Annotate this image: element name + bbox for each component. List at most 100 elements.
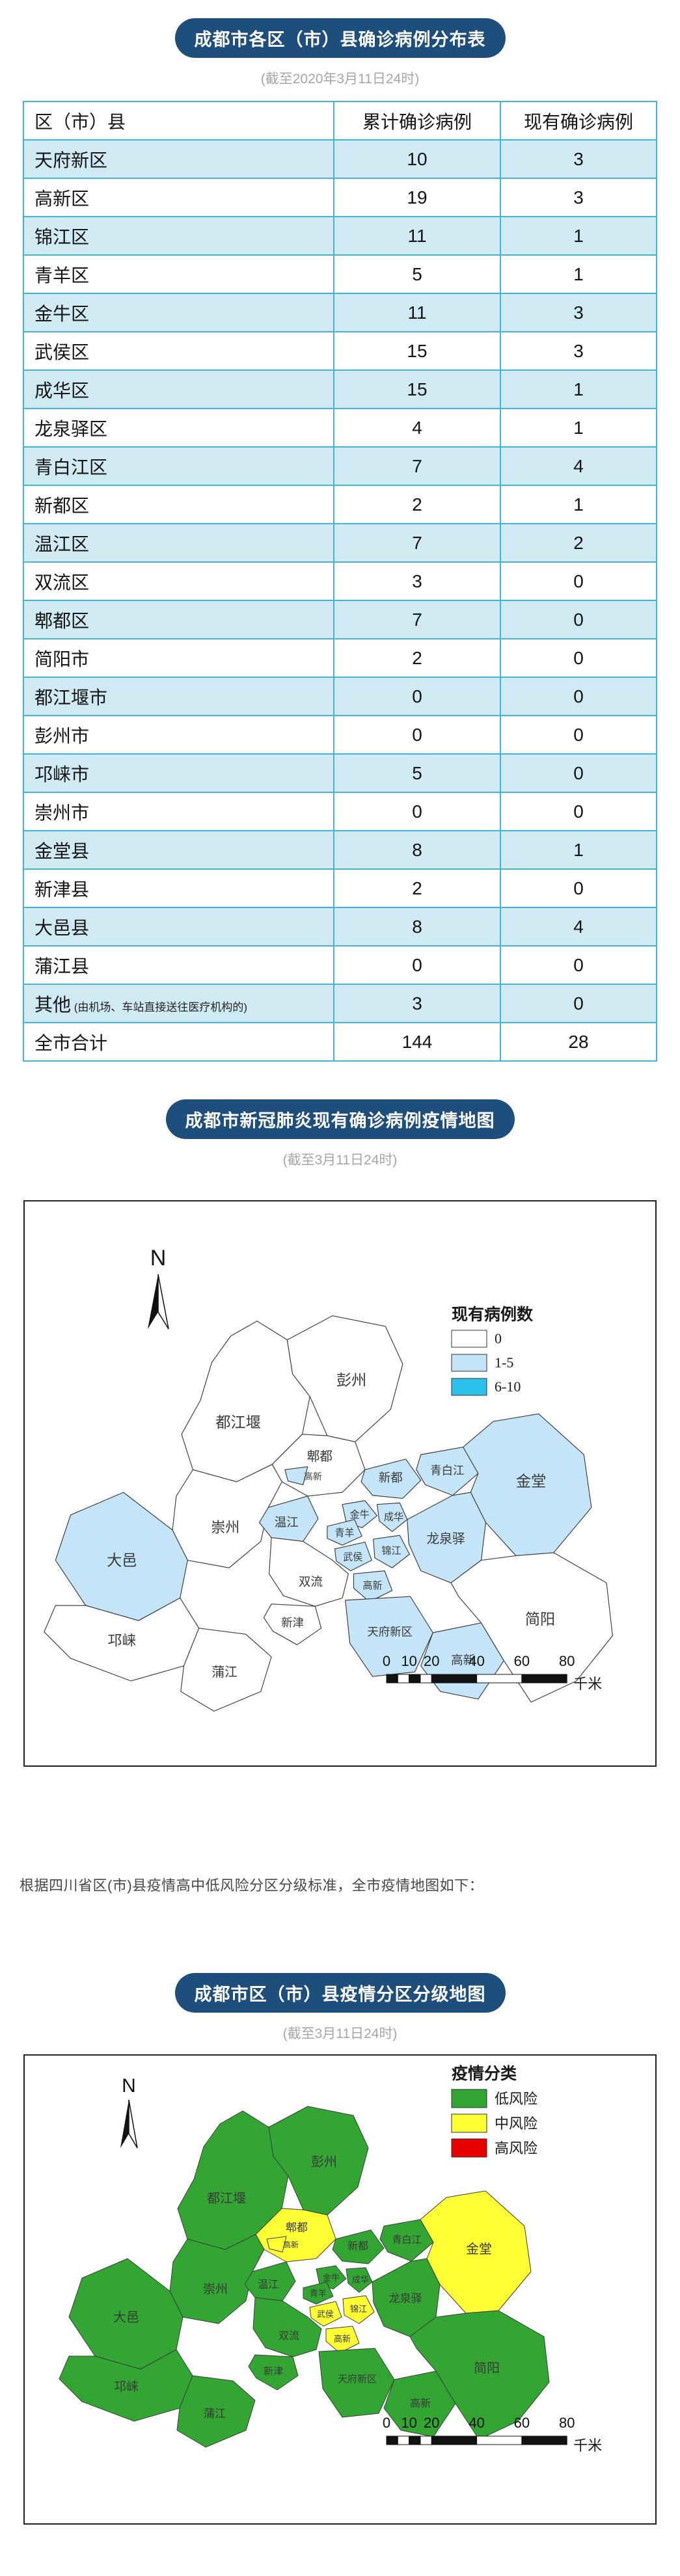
table-row: 蒲江县 0 0 (23, 945, 657, 985)
scale-segment (431, 2435, 478, 2445)
cumulative-cases-cell: 7 (333, 446, 501, 486)
scale-tick: 80 (559, 2415, 575, 2431)
district-tf (345, 1596, 433, 1677)
legend-label-c1: 1-5 (495, 1354, 513, 1371)
district-jy (409, 2310, 550, 2440)
district-label-gxd: 高新 (410, 2398, 431, 2409)
scale-segment (420, 2435, 432, 2445)
header-cumulative: 累计确诊病例 (333, 101, 501, 141)
district-name-cell: 天府新区 (23, 139, 334, 179)
district-label-pj: 蒲江 (204, 2408, 226, 2420)
district-label-wh: 武侯 (317, 2309, 334, 2319)
table-row: 其他 (由机场、车站直接送往医疗机构的) 3 0 (23, 984, 657, 1023)
cumulative-cases-cell: 4 (333, 408, 501, 448)
current-cases-cell: 1 (500, 216, 657, 256)
table-row: 温江区 7 2 (23, 523, 657, 563)
legend-label-low: 低风险 (495, 2091, 537, 2107)
current-cases-cell: 3 (500, 293, 657, 332)
case-table-body: 天府新区 10 3 高新区 19 3 锦江区 11 1 青羊区 5 1 金牛区 11 3 武侯区 15 3 成华区 1… (23, 139, 657, 1062)
table-row: 青白江区 7 4 (23, 446, 657, 486)
district-label-ch: 成华 (384, 1512, 403, 1523)
table-row: 武侯区 15 3 (23, 331, 657, 371)
district-label-gxw: 高新 (304, 1471, 322, 1482)
table-row: 金牛区 11 3 (23, 293, 657, 332)
current-cases-cell: 3 (500, 139, 657, 179)
cumulative-cases-cell: 5 (333, 254, 501, 294)
legend-swatch-mid (451, 2113, 487, 2133)
legend-label-mid: 中风险 (495, 2115, 537, 2132)
current-cases-cell: 0 (500, 677, 657, 716)
map1-title-badge: 成都市新冠肺炎现有确诊病例疫情地图 (165, 1099, 515, 1139)
header-district: 区（市）县 (23, 101, 334, 141)
district-name-cell: 锦江区 (23, 216, 334, 256)
north-arrow: N (120, 2075, 138, 2149)
current-cases-cell: 2 (500, 523, 657, 563)
table-row: 简阳市 2 0 (23, 638, 657, 678)
scale-tick: 10 (401, 1653, 416, 1669)
district-pz (286, 1315, 403, 1442)
district-tf (318, 2348, 395, 2418)
cumulative-cases-cell: 15 (333, 331, 501, 371)
district-ch (346, 2267, 373, 2293)
cumulative-cases-cell: 15 (333, 369, 501, 409)
district-name-cell: 全市合计 (23, 1022, 334, 1062)
north-arrow-right (128, 2099, 138, 2149)
cumulative-cases-cell: 7 (333, 523, 501, 563)
scale-segment (521, 2435, 567, 2445)
current-cases-cell: 0 (500, 792, 657, 831)
district-label-wj: 温江 (258, 2279, 279, 2290)
table-row: 锦江区 11 1 (23, 216, 657, 256)
current-cases-cell: 0 (500, 715, 657, 755)
district-label-pd: 郫都 (286, 2221, 308, 2234)
cumulative-cases-cell: 3 (333, 984, 501, 1023)
cumulative-cases-cell: 2 (333, 485, 501, 524)
north-label: N (122, 2075, 136, 2097)
current-cases-cell: 3 (500, 178, 657, 217)
district-label-qbj: 青白江 (392, 2234, 421, 2246)
cumulative-cases-cell: 11 (333, 216, 501, 256)
current-cases-cell: 1 (500, 408, 657, 448)
district-label-djy: 都江堰 (215, 1414, 261, 1431)
cumulative-cases-cell: 0 (333, 677, 501, 716)
current-cases-cell: 1 (500, 369, 657, 409)
legend-swatch-low (451, 2089, 487, 2108)
scale-tick: 80 (559, 1653, 575, 1669)
legend-swatch-c0 (451, 1330, 487, 1348)
district-label-xd: 新都 (347, 2240, 368, 2252)
district-xd (360, 1458, 422, 1499)
district-pj (180, 1628, 272, 1712)
scale-tick: 60 (514, 1653, 530, 1669)
district-ch (376, 1502, 408, 1533)
north-arrow: N (148, 1246, 169, 1330)
cumulative-cases-cell: 5 (333, 753, 501, 793)
scale-segment (431, 1674, 478, 1684)
district-name-note: (由机场、车站直接送往医疗机构的) (71, 1000, 248, 1013)
legend-title: 现有病例数 (452, 1305, 534, 1324)
current-cases-cell: 1 (500, 830, 657, 870)
district-xj (248, 2354, 299, 2391)
district-label-jy: 简阳 (474, 2361, 500, 2376)
current-cases-cell: 4 (500, 907, 657, 946)
cumulative-cases-cell: 2 (333, 868, 501, 908)
district-label-gxd: 高新 (451, 1654, 475, 1668)
district-name-cell: 郫都区 (23, 600, 334, 639)
district-label-xj: 新津 (281, 1617, 304, 1630)
district-label-pz: 彭州 (311, 2154, 337, 2169)
scale-segment (420, 1674, 432, 1684)
district-label-qy: 青羊 (310, 2288, 327, 2298)
district-label-lqy: 龙泉驿 (389, 2292, 422, 2305)
district-sl (252, 2297, 322, 2357)
district-label-tf: 天府新区 (338, 2374, 377, 2385)
district-label-ql: 邛崃 (107, 1633, 136, 1649)
table-row: 彭州市 0 0 (23, 715, 657, 755)
district-xj (263, 1603, 322, 1646)
district-label-jn: 金牛 (350, 1510, 370, 1521)
table-title-badge: 成都市各区（市）县确诊病例分布表 (174, 18, 506, 58)
district-name-cell: 大邑县 (23, 907, 334, 946)
legend-label-c2: 6-10 (495, 1378, 521, 1395)
district-label-lqy: 龙泉驿 (426, 1532, 465, 1546)
scale-tick: 0 (383, 1653, 390, 1669)
cumulative-cases-cell: 8 (333, 907, 501, 946)
district-label-jj: 锦江 (381, 1546, 401, 1557)
